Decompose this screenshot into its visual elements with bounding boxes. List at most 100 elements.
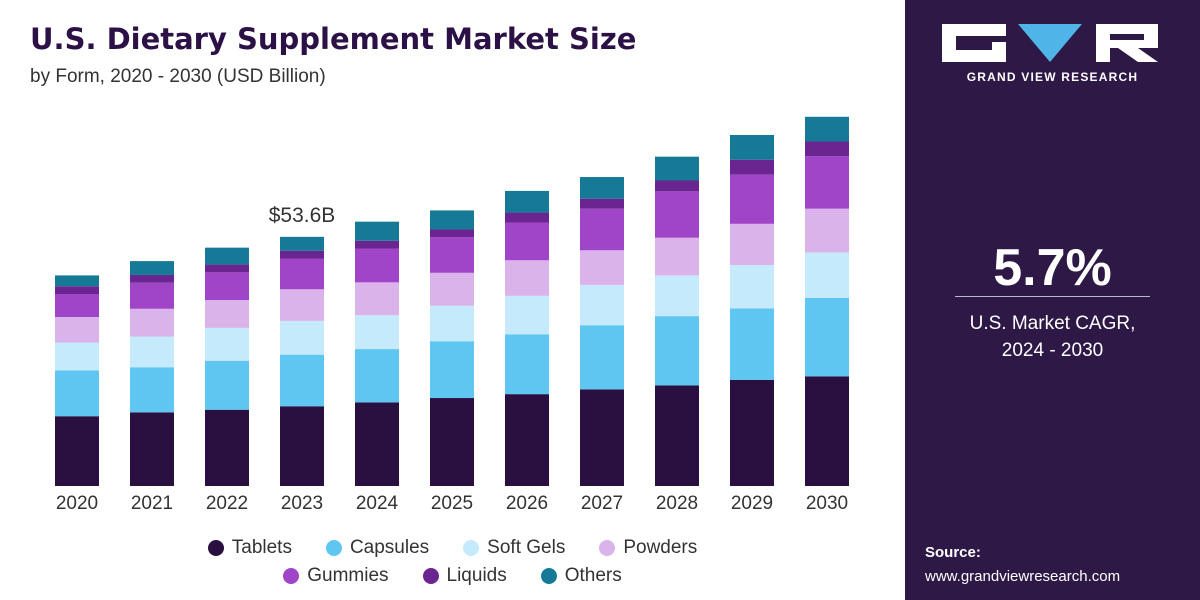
bar-segment-liquids-2026 [505,212,549,223]
bar-segment-others-2024 [355,221,399,241]
legend-item-capsules: Capsules [325,537,430,559]
bar-segment-soft-gels-2022 [205,327,249,361]
bar-segment-gummies-2022 [205,272,249,301]
bar-segment-liquids-2027 [580,198,624,209]
bar-segment-tablets-2022 [205,409,249,486]
bar-segment-soft-gels-2030 [805,252,849,298]
legend-label-soft-gels: Soft Gels [487,537,566,558]
bar-segment-powders-2028 [655,237,699,276]
bar-segment-others-2022 [205,247,249,265]
legend-swatch-liquids [422,568,439,584]
bar-segment-others-2030 [805,116,849,142]
legend-item-soft-gels: Soft Gels [463,537,565,559]
x-tick-label-2027: 2027 [581,493,623,514]
x-tick-label-2021: 2021 [131,493,173,514]
bar-segment-capsules-2030 [805,297,849,377]
chart-panel: U.S. Dietary Supplement Market Size by F… [30,22,849,587]
bar-segment-gummies-2027 [580,208,624,251]
x-tick-label-2030: 2030 [806,493,848,514]
bar-segment-capsules-2022 [205,360,249,410]
bar-segment-tablets-2021 [130,412,174,486]
legend-swatch-others [540,568,557,584]
bar-segment-powders-2022 [205,300,249,328]
logo-letter-g [942,24,1006,62]
logo-letter-r [1096,24,1158,62]
legend-item-others: Others [540,565,622,587]
sidebar-panel: GRAND VIEW RESEARCH 5.7% U.S. Market CAG… [905,0,1200,600]
source-link[interactable]: www.grandviewresearch.com [925,568,1121,585]
bar-segment-capsules-2027 [580,325,624,390]
bar-segment-liquids-2024 [355,240,399,249]
bar-segment-others-2025 [430,210,474,230]
bar-segment-soft-gels-2023 [280,320,324,355]
stacked-bar-chart: 2020 2021 2022 2023 $53.6B 2024 2025 2026 2027 20… [55,116,849,514]
bar-segment-capsules-2020 [55,370,99,417]
legend-label-others: Others [564,565,622,586]
bar-segment-soft-gels-2021 [130,336,174,368]
bar-segment-others-2029 [730,135,774,160]
bar-segment-soft-gels-2025 [430,305,474,342]
x-tick-label-2026: 2026 [506,493,548,514]
bar-segment-capsules-2029 [730,308,774,380]
bar-segment-soft-gels-2020 [55,342,99,371]
legend-label-gummies: Gummies [307,565,389,586]
legend-swatch-capsules [325,540,342,556]
legend-swatch-soft-gels [463,540,480,556]
x-tick-label-2023: 2023 [281,493,323,514]
legend-swatch-tablets [207,540,224,556]
bar-segment-powders-2020 [55,317,99,343]
cagr-divider [955,296,1150,297]
bar-segment-powders-2023 [280,289,324,321]
bar-segment-others-2026 [505,190,549,213]
cagr-label: U.S. Market CAGR, 2024 - 2030 [905,310,1200,364]
bar-segment-liquids-2029 [730,159,774,175]
x-tick-label-2025: 2025 [431,493,473,514]
x-tick-label-2022: 2022 [206,493,248,514]
bar-segment-soft-gels-2027 [580,284,624,326]
chart-subtitle: by Form, 2020 - 2030 (USD Billion) [30,66,326,87]
bar-segment-capsules-2026 [505,334,549,395]
legend-label-tablets: Tablets [231,537,292,558]
bar-segment-liquids-2021 [130,274,174,283]
bar-segment-soft-gels-2024 [355,315,399,350]
bar-segment-powders-2030 [805,208,849,253]
cagr-label-line-2: 2024 - 2030 [1001,340,1104,361]
legend-swatch-powders [599,540,616,556]
source-title: Source: [925,544,981,561]
logo-letter-v [1018,24,1082,62]
bar-segment-powders-2027 [580,250,624,285]
bar-segment-capsules-2024 [355,349,399,403]
legend-item-liquids: Liquids [422,565,507,587]
legend-item-tablets: Tablets [207,537,292,559]
bar-segment-powders-2025 [430,272,474,306]
bar-segment-tablets-2029 [730,379,774,486]
bar-segment-powders-2024 [355,282,399,316]
bar-segment-tablets-2020 [55,416,99,486]
x-tick-label-2029: 2029 [731,493,773,514]
bar-segment-tablets-2027 [580,389,624,486]
bar-segment-tablets-2028 [655,385,699,486]
bar-segment-liquids-2020 [55,286,99,295]
bar-segment-gummies-2021 [130,282,174,309]
bar-segment-capsules-2023 [280,354,324,407]
cagr-value: 5.7% [993,239,1112,297]
bar-segment-capsules-2025 [430,341,474,399]
x-tick-label-2020: 2020 [56,493,98,514]
bar-segment-liquids-2022 [205,264,249,273]
bar-segment-tablets-2025 [430,398,474,486]
bar-segment-tablets-2030 [805,376,849,486]
bar-segment-liquids-2025 [430,229,474,238]
bar-segment-others-2021 [130,261,174,275]
cagr-label-line-1: U.S. Market CAGR, [969,313,1136,334]
bar-segment-gummies-2020 [55,294,99,317]
data-label-2023: $53.6B [269,204,336,227]
bar-segment-gummies-2023 [280,258,324,290]
bar-segment-liquids-2023 [280,250,324,259]
bar-segment-gummies-2025 [430,237,474,273]
bar-segment-tablets-2026 [505,394,549,486]
x-tick-label-2028: 2028 [656,493,698,514]
legend-label-capsules: Capsules [349,537,430,558]
bar-segment-liquids-2030 [805,141,849,157]
bar-segment-gummies-2029 [730,174,774,224]
